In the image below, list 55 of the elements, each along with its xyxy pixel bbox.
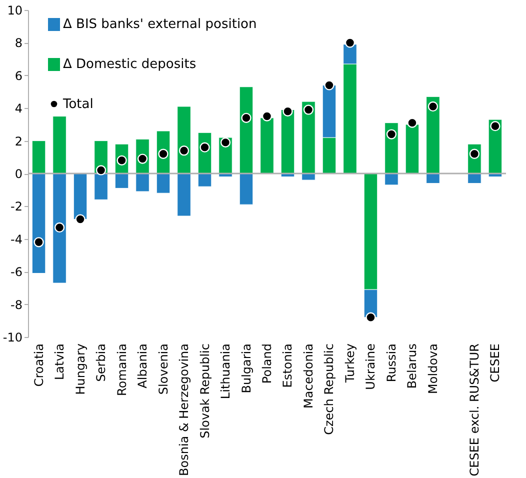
y-tick-label: -10 xyxy=(2,330,22,344)
y-tick-label: 8 xyxy=(14,36,22,50)
x-tick-label: Russia xyxy=(384,344,398,382)
x-tick-label: Ukraine xyxy=(364,344,378,390)
x-tick-label: Hungary xyxy=(73,344,88,395)
x-tick-label: Czech Republic xyxy=(322,344,336,435)
point xyxy=(262,111,272,122)
bar xyxy=(280,109,295,174)
point xyxy=(241,112,252,123)
legend-label: Total xyxy=(62,97,94,112)
y-tick-label: 4 xyxy=(14,102,22,116)
y-tick-label: -8 xyxy=(10,298,22,312)
x-tick-label: CESEE excl. RUS&TUR xyxy=(467,344,482,476)
x-tick-label: Bulgaria xyxy=(239,344,254,394)
point xyxy=(324,80,334,90)
point xyxy=(366,312,376,322)
point xyxy=(490,121,500,132)
point xyxy=(178,146,190,156)
point xyxy=(282,106,293,116)
x-tick-label: Romania xyxy=(114,344,129,396)
x-tick-label: Turkey xyxy=(342,344,357,384)
y-tick-label: -4 xyxy=(10,232,22,246)
x-tick-label: Poland xyxy=(260,344,274,384)
x-tick-label: Albania xyxy=(136,344,150,388)
x-tick-label: Macedonia xyxy=(301,344,316,408)
point xyxy=(54,222,65,233)
y-tick-label: -6 xyxy=(10,265,22,280)
x-tick-label: CESEE xyxy=(488,344,502,382)
legend-label: Δ BIS banks' external position xyxy=(63,17,257,32)
x-tick-label: Lithuania xyxy=(218,344,233,400)
point xyxy=(220,137,231,148)
y-tick-label: 2 xyxy=(14,134,22,148)
x-tick-label: Bosnia & Herzegovina xyxy=(177,344,192,476)
legend-label: Δ Domestic deposits xyxy=(63,57,196,72)
x-tick-label: Moldova xyxy=(426,344,440,394)
x-tick-label: Serbia xyxy=(94,344,108,382)
x-tick-label: Slovenia xyxy=(156,344,170,395)
point xyxy=(344,38,356,48)
x-tick-label: Belarus xyxy=(405,344,420,389)
x-tick-label: Croatia xyxy=(32,344,46,387)
y-tick-label: 0 xyxy=(14,167,22,181)
x-tick-label: Latvia xyxy=(52,344,67,380)
x-tick-label: Slovak Republic xyxy=(198,344,212,438)
y-tick-label: -2 xyxy=(10,200,22,214)
point xyxy=(34,237,44,248)
x-tick-label: Estonia xyxy=(280,344,295,388)
point xyxy=(386,129,397,140)
point xyxy=(75,214,86,224)
point xyxy=(200,142,210,152)
y-tick-label: 10 xyxy=(7,4,22,18)
point xyxy=(96,165,106,176)
point xyxy=(428,101,438,112)
y-tick-label: 6 xyxy=(14,68,22,83)
point xyxy=(303,104,314,115)
point xyxy=(407,118,418,128)
